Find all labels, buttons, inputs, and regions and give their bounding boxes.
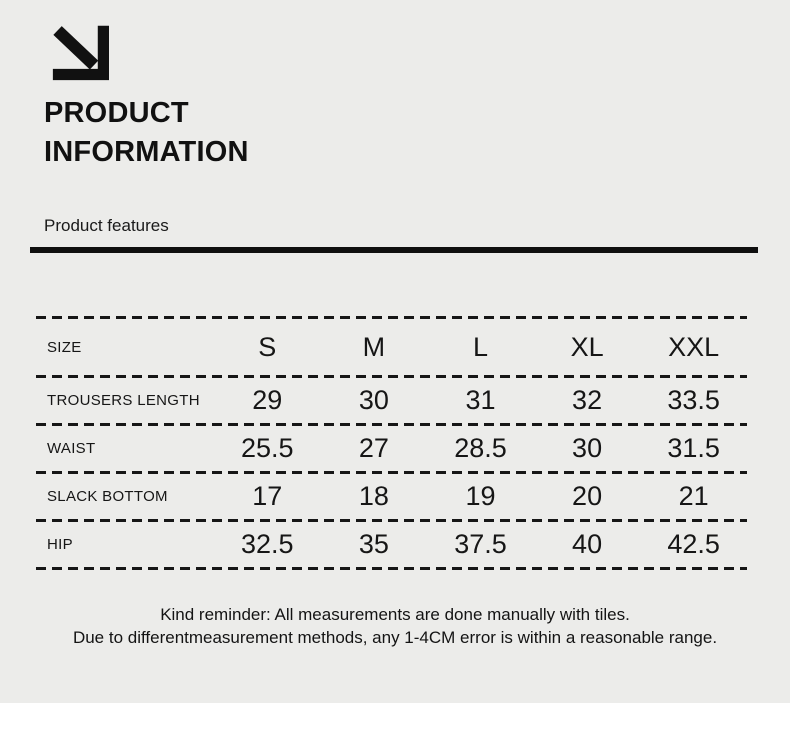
size-chart-table: SIZE S M L XL XXL TROUSERS LENGTH 29 30 … [36,316,747,570]
table-cell: 29 [252,385,283,415]
table-cell: 30 [358,385,389,415]
table-row-waist: WAIST 25.5 27 28.5 30 31.5 [36,426,747,471]
table-cell: 25.5 [241,433,294,463]
table-border [36,471,747,474]
table-cell: 28.5 [454,433,507,463]
page-title-line2: INFORMATION [44,136,249,168]
table-cell: 20 [572,481,603,511]
column-header-m: M [362,331,386,362]
column-header-xxl: XXL [668,331,720,362]
table-cell: 21 [678,481,709,511]
column-header-s: S [258,331,277,362]
diagonal-down-right-arrow-icon [52,25,109,81]
row-label: WAIST [47,440,96,457]
table-cell: 37.5 [454,529,507,559]
page-title-line1: PRODUCT [44,97,189,129]
size-header-label: SIZE [47,338,82,356]
row-label: TROUSERS LENGTH [47,392,200,409]
table-cell: 40 [572,529,603,559]
table-cell: 35 [358,529,389,559]
table-cell: 27 [358,433,389,463]
table-border [36,423,747,426]
table-cell: 30 [572,433,603,463]
row-label: SLACK BOTTOM [47,488,168,505]
table-cell: 19 [465,481,496,511]
row-label: HIP [47,536,73,553]
table-row-slack-bottom: SLACK BOTTOM 17 18 19 20 21 [36,474,747,519]
table-cell: 31 [465,385,496,415]
table-cell: 32.5 [241,529,294,559]
table-cell: 17 [252,481,283,511]
kind-reminder-note: Kind reminder: All measurements are done… [0,603,790,649]
table-cell: 32 [572,385,603,415]
table-cell: 42.5 [667,529,720,559]
reminder-line2: Due to differentmeasurement methods, any… [72,628,718,647]
table-header-row: SIZE S M L XL XXL [36,319,747,375]
table-cell: 33.5 [667,385,720,415]
table-border [36,519,747,522]
reminder-line1: Kind reminder: All measurements are done… [160,605,630,624]
product-information-page: PRODUCT INFORMATION Product features SIZ… [0,0,790,703]
table-border [36,316,747,319]
table-border [36,375,747,378]
column-header-xl: XL [570,331,604,362]
table-cell: 31.5 [667,433,720,463]
column-header-l: L [472,331,488,362]
table-cell: 18 [358,481,389,511]
table-border [36,567,747,570]
page-title: PRODUCT INFORMATION [44,94,249,172]
table-row-hip: HIP 32.5 35 37.5 40 42.5 [36,522,747,567]
section-divider [30,247,758,253]
table-row-trousers-length: TROUSERS LENGTH 29 30 31 32 33.5 [36,378,747,423]
section-subtitle: Product features [44,216,169,235]
